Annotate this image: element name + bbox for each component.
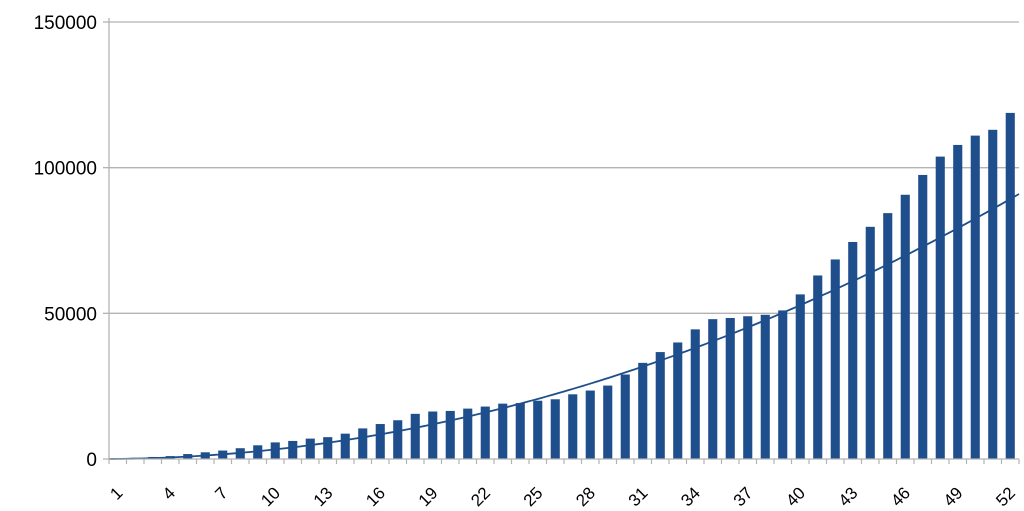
- bar: [323, 437, 333, 459]
- bar: [550, 399, 560, 459]
- bar: [760, 314, 770, 459]
- bar: [708, 319, 718, 459]
- gridlines: [109, 21, 1019, 314]
- bar: [270, 442, 280, 459]
- x-tick-label: 43: [835, 483, 862, 510]
- bar: [725, 317, 735, 459]
- bar: [970, 135, 980, 459]
- x-tick-label: 1: [106, 483, 126, 503]
- bar: [428, 411, 438, 459]
- bar: [340, 433, 350, 459]
- x-tick-label: 34: [677, 483, 704, 510]
- bar: [288, 440, 298, 459]
- bar: [900, 194, 910, 459]
- x-tick-label: 22: [467, 483, 494, 510]
- bar: [690, 329, 700, 459]
- bar: [883, 213, 893, 459]
- bar: [463, 408, 473, 459]
- bar: [305, 438, 315, 459]
- bar: [778, 310, 788, 459]
- x-tick-label: 10: [257, 483, 284, 510]
- bar: [1005, 112, 1015, 460]
- bars: [113, 112, 1015, 460]
- bar: [743, 316, 753, 459]
- x-tick-label: 4: [159, 483, 179, 503]
- bar: [795, 294, 805, 459]
- x-tick-label: 19: [415, 483, 442, 510]
- y-tick-label: 0: [86, 450, 97, 471]
- bar: [480, 406, 490, 459]
- x-tick-label: 46: [887, 483, 914, 510]
- bar: [673, 342, 683, 459]
- x-tick-label: 13: [310, 483, 337, 510]
- bar: [445, 410, 455, 459]
- bar: [935, 156, 945, 459]
- bar: [638, 362, 648, 459]
- x-tick-label: 52: [992, 483, 1019, 510]
- bar: [918, 174, 928, 459]
- bar: [358, 428, 368, 459]
- bar: [375, 424, 385, 459]
- bar: [848, 241, 858, 459]
- bar: [568, 394, 578, 459]
- x-tick-label: 25: [520, 483, 547, 510]
- bar: [813, 275, 823, 459]
- x-tick-label: 28: [572, 483, 599, 510]
- bar: [603, 385, 613, 459]
- y-tick-label: 100000: [34, 159, 97, 180]
- x-tick-label: 31: [625, 483, 652, 510]
- bar: [865, 226, 875, 459]
- bar: [655, 352, 665, 459]
- bar: [515, 403, 525, 459]
- y-tick-label: 50000: [44, 304, 97, 325]
- bar: [253, 445, 263, 459]
- bar: [410, 413, 420, 459]
- bar: [620, 374, 630, 459]
- axes: [108, 18, 1019, 460]
- bar: [830, 259, 840, 459]
- y-tick-label: 150000: [34, 13, 97, 34]
- bar: [393, 420, 403, 459]
- y-axis-ticks: 0 50000 100000 150000: [34, 13, 109, 471]
- x-tick-label: 7: [211, 483, 231, 503]
- bar: [533, 400, 543, 459]
- x-axis-ticks: 1 4 7 10 13 16 19 22 25 28 31 34 37 40 43 46 49 52: [106, 459, 1020, 510]
- x-tick-label: 40: [782, 483, 809, 510]
- x-tick-label: 49: [940, 483, 967, 510]
- bar: [988, 129, 998, 460]
- x-tick-label: 37: [730, 483, 757, 510]
- x-tick-label: 16: [362, 483, 389, 510]
- bar: [953, 144, 963, 459]
- trendline: [108, 193, 1020, 460]
- bar: [585, 390, 595, 459]
- bar: [498, 403, 508, 459]
